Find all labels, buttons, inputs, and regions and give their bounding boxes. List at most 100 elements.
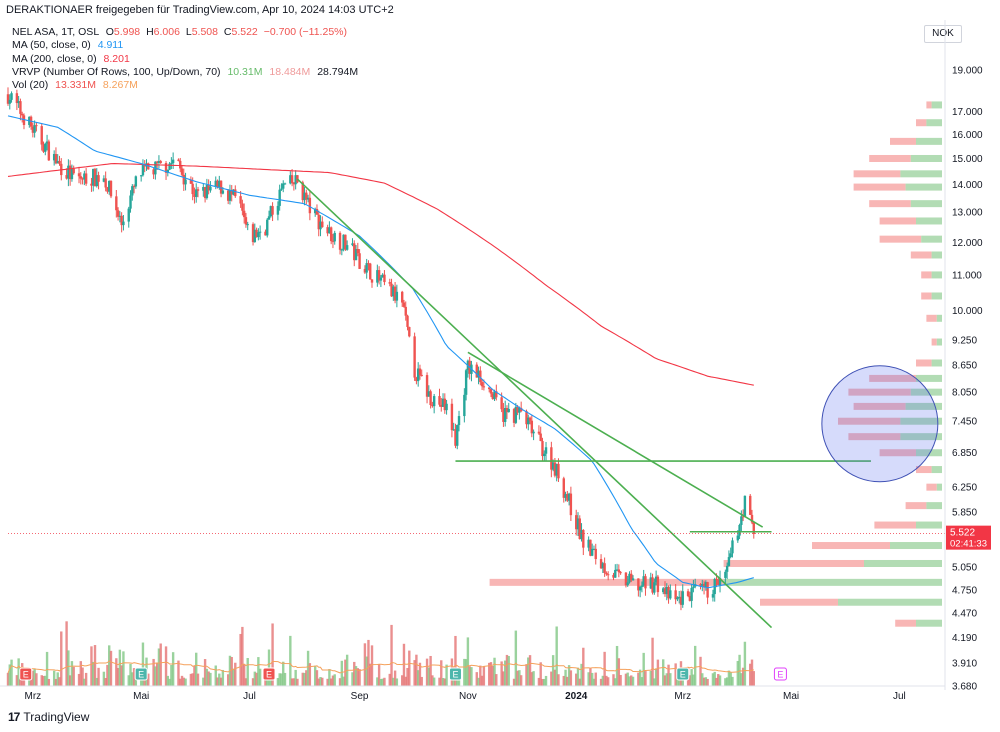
volume-bar bbox=[619, 674, 622, 686]
candle-body bbox=[379, 277, 383, 281]
candle-body bbox=[408, 326, 411, 337]
candle-body bbox=[289, 175, 292, 184]
volume-bar bbox=[736, 660, 739, 686]
vp-row-down bbox=[760, 598, 838, 606]
price-label-box bbox=[946, 525, 991, 550]
axes: 19.000 17.000 16.000 15.000 14.000 13.000 12.0… bbox=[0, 20, 983, 702]
volume-bar bbox=[557, 674, 560, 686]
candle-body bbox=[195, 189, 198, 197]
volume-bar bbox=[456, 678, 459, 686]
volume-bar bbox=[445, 664, 448, 686]
volume-bar bbox=[171, 652, 175, 686]
candle-body bbox=[550, 447, 553, 470]
volume-bar bbox=[152, 658, 155, 686]
volume-bar bbox=[79, 661, 83, 686]
candle-body bbox=[122, 221, 125, 226]
legend-ma200-label: MA (200, close, 0) bbox=[12, 52, 97, 65]
vp-row-down bbox=[921, 271, 932, 279]
legend-ma200-value: 8.201 bbox=[103, 52, 130, 65]
candle-body bbox=[365, 263, 368, 273]
volume-bar bbox=[56, 672, 59, 686]
volume-bar bbox=[638, 669, 642, 686]
volume-bar bbox=[251, 678, 255, 686]
candle-body bbox=[427, 391, 431, 397]
vp-row-up bbox=[905, 183, 942, 191]
legend-vrvp-row[interactable]: VRVP (Number Of Rows, 100, Up/Down, 70) … bbox=[12, 66, 358, 79]
volume-bar bbox=[528, 655, 532, 686]
volume-bar bbox=[656, 659, 660, 686]
candle-body bbox=[168, 163, 171, 170]
volume-bar bbox=[493, 657, 496, 686]
volume-bar bbox=[196, 673, 200, 686]
legend-vol-label: Vol (20) bbox=[12, 79, 49, 92]
marker-label: E bbox=[138, 670, 144, 680]
vp-row-down bbox=[879, 235, 922, 243]
vp-row-up bbox=[931, 292, 942, 300]
volume-bar bbox=[539, 662, 542, 686]
legend-ma200-row[interactable]: MA (200, close, 0) 8.201 bbox=[12, 53, 358, 66]
candle-body bbox=[72, 168, 75, 174]
candle-body bbox=[232, 189, 235, 195]
candle-body bbox=[532, 431, 535, 434]
y-tick-label: 13.000 bbox=[952, 208, 983, 219]
candle-body bbox=[202, 187, 205, 191]
volume-bar bbox=[527, 657, 530, 686]
candle-body bbox=[614, 569, 617, 578]
volume-bar bbox=[214, 665, 217, 686]
volume-bar bbox=[693, 645, 697, 686]
candle-body bbox=[452, 429, 455, 431]
volume-bar bbox=[402, 643, 406, 686]
legend-ma50-row[interactable]: MA (50, close, 0) 4.911 bbox=[12, 39, 358, 52]
candle-body bbox=[22, 115, 26, 125]
volume-bar bbox=[427, 667, 431, 686]
vp-row-up bbox=[838, 598, 942, 606]
volume-bar bbox=[731, 676, 734, 686]
vp-row-up bbox=[926, 119, 942, 127]
candle-body bbox=[134, 176, 138, 187]
legend-vol-row[interactable]: Vol (20) 13.331M 8.267M bbox=[12, 79, 358, 92]
marker-box bbox=[448, 667, 462, 681]
vp-row-down bbox=[838, 417, 901, 425]
candle-body bbox=[482, 386, 486, 388]
volume-bar bbox=[512, 678, 516, 686]
candle-body bbox=[725, 565, 729, 572]
legend-symbol-row[interactable]: NEL ASA, 1T, OSL O5.998 H6.006 L5.508 C5… bbox=[12, 26, 347, 38]
vp-row-up bbox=[910, 154, 942, 162]
candle-body bbox=[189, 179, 193, 184]
currency-button[interactable]: NOK bbox=[924, 25, 962, 43]
volume-bar bbox=[305, 670, 308, 686]
candle-body bbox=[750, 514, 754, 523]
volume-bar bbox=[750, 659, 754, 686]
volume-bar bbox=[631, 676, 635, 686]
vp-row-up bbox=[900, 433, 942, 441]
vp-row-down bbox=[916, 466, 932, 474]
volume-bar bbox=[193, 665, 196, 686]
volume-bar bbox=[466, 637, 470, 686]
vp-row-down bbox=[931, 338, 937, 346]
candle-body bbox=[590, 548, 594, 556]
candle-body bbox=[663, 588, 667, 595]
volume-bar bbox=[147, 673, 150, 686]
volume-bar bbox=[8, 664, 11, 686]
volume-bar bbox=[630, 675, 633, 686]
volume-bar bbox=[718, 675, 722, 686]
x-tick-label: Mai bbox=[133, 691, 149, 702]
volume-bar bbox=[253, 671, 257, 686]
candle-body bbox=[44, 143, 47, 152]
vp-row-up bbox=[890, 542, 942, 550]
volume-bar bbox=[580, 663, 583, 686]
volume-bar bbox=[131, 672, 134, 686]
candle-body bbox=[592, 548, 596, 550]
x-tick-label: Mrz bbox=[25, 691, 42, 702]
volume-bar bbox=[296, 678, 299, 686]
candle-body bbox=[205, 184, 209, 199]
candle-body bbox=[152, 169, 155, 175]
volume-bar bbox=[578, 678, 581, 686]
vp-row-up bbox=[916, 521, 942, 529]
vp-row-down bbox=[916, 359, 932, 367]
volume-bar bbox=[367, 639, 370, 686]
vp-row-up bbox=[900, 417, 942, 425]
volume-bar bbox=[315, 670, 319, 686]
